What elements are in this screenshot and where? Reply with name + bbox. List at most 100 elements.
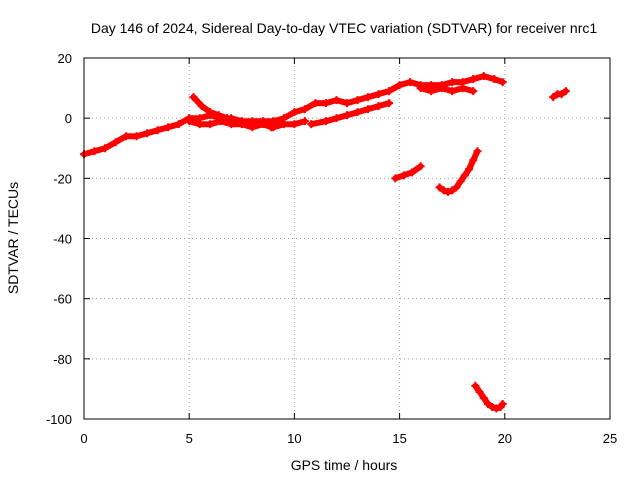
data-trace-6 [392,163,424,182]
data-point [460,171,469,180]
data-point [406,78,415,87]
x-tick-label: 0 [80,431,87,446]
data-point [153,126,162,135]
data-point [408,168,417,177]
x-tick-label: 5 [186,431,193,446]
data-point [427,87,436,96]
y-tick-label: 0 [65,111,72,126]
data-point [353,96,362,105]
data-point [307,120,316,129]
data-point [456,177,465,186]
data-point [143,129,152,138]
x-axis-label: GPS time / hours [291,457,398,473]
data-trace-3 [270,118,308,131]
data-point [469,87,478,96]
data-point [290,120,299,129]
data-point [343,99,351,108]
data-point [473,147,482,156]
data-point [391,174,400,183]
data-point [490,75,499,84]
data-point [479,393,488,402]
data-point [561,87,570,96]
data-point [452,183,461,192]
data-point [290,108,299,117]
data-point [364,105,373,114]
y-tick-label: -40 [53,232,72,247]
data-point [321,117,330,126]
data-point [492,404,501,413]
data-point [498,399,507,408]
data-point [458,84,467,93]
data-trace-7 [436,148,481,195]
data-point [132,132,141,141]
plot-area [80,72,570,413]
data-point [311,99,320,108]
data-point [300,105,309,114]
data-point [385,87,394,96]
data-point [549,93,558,102]
x-tick-label: 15 [392,431,406,446]
chart-title: Day 146 of 2024, Sidereal Day-to-day VTE… [91,20,597,36]
data-point [258,120,267,129]
data-point [416,162,425,171]
data-point [353,108,362,117]
data-point [197,102,206,111]
data-point [279,120,288,129]
data-point [469,75,478,84]
data-point [332,114,341,123]
x-tick-label: 10 [287,431,301,446]
data-point [395,81,404,90]
data-point [498,78,507,87]
data-point [374,102,383,111]
data-point [122,132,131,141]
data-point [443,187,452,196]
data-point [448,78,457,87]
data-point [101,144,110,153]
data-point [343,111,351,120]
data-point [469,156,478,165]
axis-ticks: 0 5 10 15 20 25 -100 -80 -60 -40 -20 0 20 [46,51,617,446]
data-point [227,120,236,129]
data-point [214,111,223,120]
data-point [399,171,408,180]
y-tick-label: -60 [53,292,72,307]
data-point [269,123,278,132]
data-point [488,402,497,411]
data-point [435,183,444,192]
data-point [374,90,383,99]
data-point [216,117,225,126]
data-point [448,186,457,195]
y-tick-label: 20 [58,51,72,66]
data-point [237,120,246,129]
data-point [164,123,173,132]
data-point [248,123,257,132]
data-point [557,90,566,99]
data-point [174,120,183,129]
data-point [448,87,457,96]
data-point [385,99,394,108]
data-point [437,84,446,93]
x-tick-label: 20 [498,431,512,446]
data-point [364,93,373,102]
data-point [321,99,330,108]
data-point [439,186,448,195]
data-point [90,147,99,156]
data-point [189,93,198,102]
data-point [111,138,120,147]
data-point [479,72,488,81]
data-point [465,165,474,174]
data-point [185,117,194,126]
data-point [471,381,480,390]
grid-lines [84,58,610,419]
data-point [332,96,341,105]
y-tick-label: -20 [53,171,72,186]
data-point [195,120,204,129]
data-point [416,84,425,93]
y-axis-label: SDTVAR / TECUs [5,182,21,294]
data-point [475,387,484,396]
data-point [206,120,215,129]
y-tick-label: -100 [46,412,72,427]
data-point [300,117,309,126]
data-point [483,399,492,408]
